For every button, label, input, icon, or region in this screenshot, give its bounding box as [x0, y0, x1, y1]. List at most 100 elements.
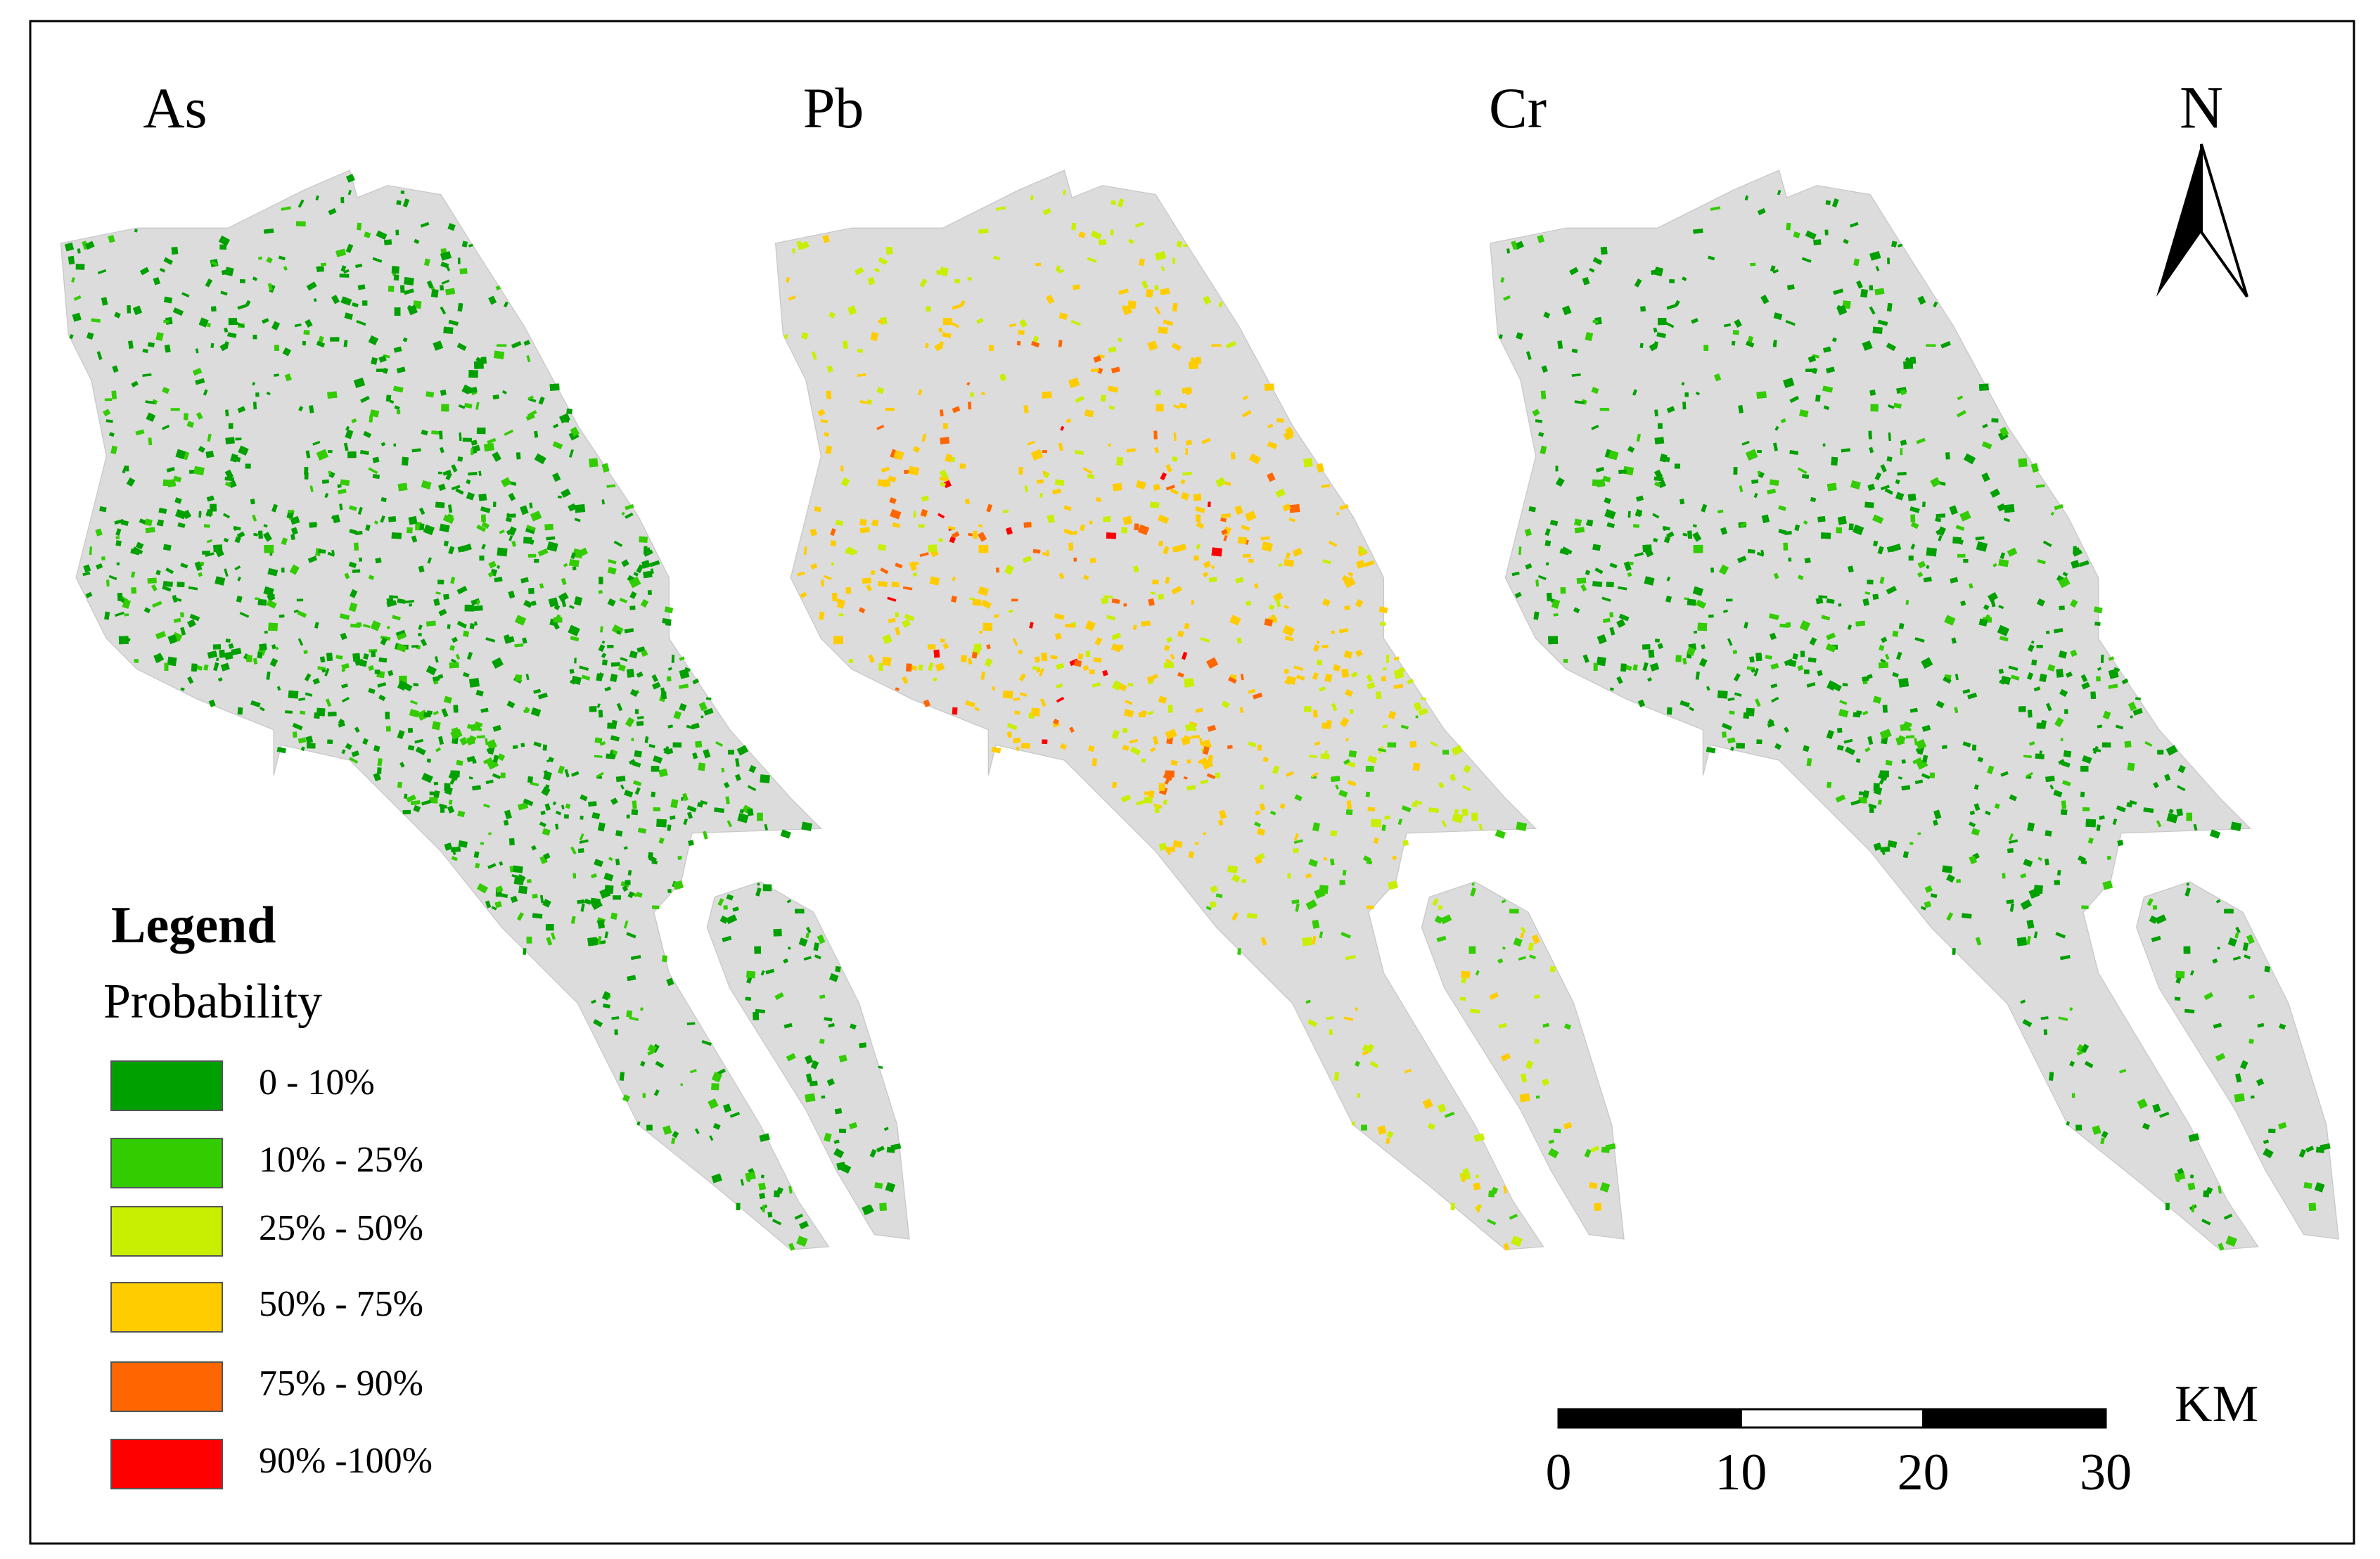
map-panel: [60, 169, 910, 1251]
map-patch: [212, 644, 222, 650]
map-patch: [1085, 650, 1091, 657]
map-patch: [430, 288, 439, 298]
map-patch: [413, 804, 421, 813]
map-patch: [115, 540, 122, 546]
map-patch: [341, 749, 346, 755]
map-patch: [1860, 288, 1868, 298]
map-patch: [557, 495, 563, 499]
map-patch: [447, 504, 453, 513]
map-patch: [388, 286, 395, 292]
map-patch: [1032, 548, 1041, 554]
map-patch: [1654, 437, 1665, 444]
map-patch: [279, 614, 285, 618]
map-patch: [1546, 592, 1552, 601]
map-patch: [1158, 594, 1164, 600]
map-patch: [1339, 880, 1345, 885]
map-patch: [717, 1068, 726, 1076]
map-patch: [1065, 623, 1075, 628]
map-patch: [805, 1093, 816, 1103]
map-patch: [267, 593, 276, 602]
map-patch: [1717, 690, 1728, 699]
map-patch: [1150, 501, 1160, 508]
map-patch: [250, 499, 255, 505]
map-patch: [1184, 622, 1190, 629]
map-patch: [918, 524, 925, 528]
map-patch: [1116, 456, 1124, 466]
map-patch: [1722, 731, 1727, 738]
map-patch: [305, 736, 314, 744]
map-patch: [411, 535, 418, 543]
map-patch: [220, 290, 228, 296]
map-patch: [2096, 676, 2101, 681]
map-patch: [134, 229, 138, 233]
map-patch: [396, 200, 402, 205]
map-patch: [651, 791, 655, 797]
map-patch: [518, 885, 528, 894]
map-patch: [983, 622, 993, 631]
map-patch: [1357, 1093, 1361, 1098]
map-patch: [1442, 750, 1450, 755]
map-patch: [1654, 409, 1658, 417]
map-patch: [1805, 368, 1814, 373]
map-patch: [469, 622, 475, 629]
map-patch: [653, 807, 660, 811]
map-patch: [845, 587, 852, 594]
map-patch: [426, 710, 433, 715]
map-patch: [1264, 383, 1274, 391]
map-patch: [393, 443, 397, 447]
map-patch: [433, 781, 439, 785]
map-patch: [809, 1080, 818, 1086]
map-patch: [1870, 404, 1879, 412]
map-patch: [207, 650, 218, 659]
map-patch: [492, 451, 501, 462]
map-patch: [1592, 319, 1599, 323]
map-patch: [1317, 659, 1323, 666]
map-patch: [529, 502, 533, 508]
map-patch: [385, 712, 390, 719]
map-patch: [661, 691, 667, 700]
map-patch: [320, 262, 327, 267]
map-patch: [1412, 762, 1421, 771]
map-patch: [1141, 710, 1147, 715]
map-patch: [451, 856, 458, 861]
map-patch: [1163, 662, 1174, 669]
map-patch: [371, 357, 378, 365]
map-patch: [1898, 622, 1905, 629]
map-patch: [831, 562, 834, 565]
map-patch: [385, 394, 392, 402]
map-patch: [539, 894, 544, 904]
map-patch: [1073, 557, 1077, 562]
map-patch: [580, 815, 584, 820]
map-patch: [840, 1163, 852, 1174]
map-patch: [694, 1128, 700, 1134]
map-patch: [928, 544, 938, 553]
map-patch: [1509, 909, 1519, 913]
map-patch: [198, 317, 209, 328]
map-patch: [528, 588, 535, 594]
map-patch: [626, 668, 634, 678]
map-patch: [1540, 390, 1547, 399]
map-patch: [348, 561, 357, 568]
map-patch: [971, 651, 978, 659]
map-patch: [666, 977, 674, 987]
map-patch: [393, 274, 399, 281]
map-patch: [566, 408, 572, 415]
map-patch: [555, 823, 559, 830]
map-patch: [508, 492, 516, 501]
map-patch: [337, 484, 342, 489]
map-patch: [348, 602, 358, 612]
map-patch: [155, 631, 167, 640]
map-patch: [457, 257, 461, 264]
map-patch: [589, 458, 599, 468]
map-patch: [400, 190, 405, 194]
map-patch: [1348, 750, 1357, 758]
map-patch: [2165, 1202, 2170, 1211]
map-patch: [692, 752, 698, 759]
map-patch: [760, 774, 770, 783]
map-patch: [495, 285, 501, 291]
map-patch: [497, 344, 507, 347]
map-patch: [483, 803, 490, 809]
map-patch: [626, 1010, 633, 1018]
map-patch: [631, 809, 639, 816]
map-patch: [1158, 783, 1165, 792]
